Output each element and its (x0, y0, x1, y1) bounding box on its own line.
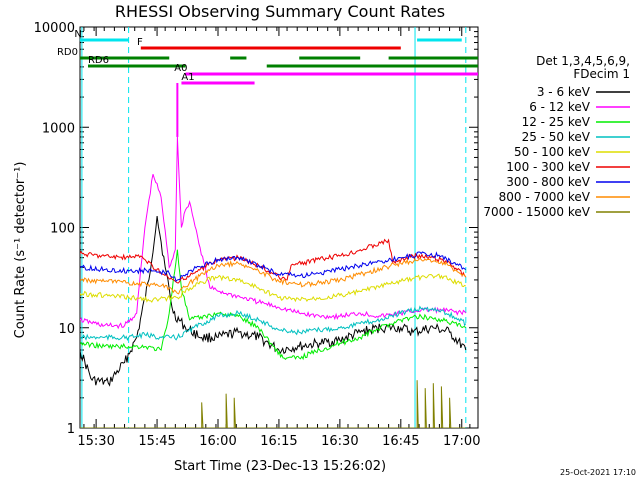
legend-entry-label: 7000 - 15000 keV (483, 205, 590, 219)
x-tick-label: 15:30 (77, 434, 114, 449)
y-axis-label: Count Rate (s⁻¹ detector⁻¹) (13, 162, 28, 339)
y-tick-label: 10000 (34, 21, 75, 36)
x-tick-label: 17:00 (443, 434, 480, 449)
flag-label-rd6: RD6 (88, 55, 109, 66)
legend-entry-label: 50 - 100 keV (514, 145, 591, 159)
plot-timestamp: 25-Oct-2021 17:10 (560, 468, 636, 477)
series-line-5 (80, 238, 467, 284)
plot-area: 1 10 100 1000 10000 15:30 15:45 16:00 16:15 16:30… (34, 21, 481, 449)
y-tick-label: 100 (50, 222, 75, 237)
series-line-3 (80, 305, 467, 342)
x-axis-label: Start Time (23-Dec-13 15:26:02) (174, 459, 386, 474)
legend-entry-label: 25 - 50 keV (522, 130, 591, 144)
legend-entry-label: 300 - 800 keV (506, 175, 590, 189)
x-tick-label: 16:00 (199, 434, 236, 449)
legend-entry-label: 100 - 300 keV (506, 160, 590, 174)
legend-entry-label: 12 - 25 keV (522, 115, 591, 129)
series-line-1 (80, 136, 467, 330)
flag-label-rd0: RD0 (57, 47, 78, 58)
y-tick-label: 1 (67, 422, 75, 437)
legend-title-line: FDecim 1 (573, 67, 630, 81)
x-tick-label: 16:15 (260, 434, 297, 449)
legend-title-line: Det 1,3,4,5,6,9, (536, 54, 630, 68)
legend-entry-label: 800 - 7000 keV (499, 190, 591, 204)
plot-frame (79, 26, 479, 429)
flag-label-n: N (74, 29, 81, 40)
flag-label-f: F (137, 37, 143, 48)
series-line-4 (80, 273, 467, 303)
x-tick-label: 15:45 (138, 434, 175, 449)
y-tick-label: 1000 (42, 121, 75, 136)
series-line-7 (80, 257, 467, 295)
y-tick-label: 10 (58, 322, 75, 337)
series-line-6 (80, 251, 467, 283)
x-tick-label: 16:45 (382, 434, 419, 449)
series-line-8 (80, 380, 466, 428)
chart-title: RHESSI Observing Summary Count Rates (115, 2, 445, 21)
legend-entry-label: 6 - 12 keV (529, 100, 591, 114)
flag-label-a1: A1 (181, 72, 194, 83)
legend-entry-label: 3 - 6 keV (537, 85, 591, 99)
x-tick-label: 16:30 (321, 434, 358, 449)
flag-label-a0: A0 (174, 63, 187, 74)
series-line-2 (80, 249, 467, 361)
